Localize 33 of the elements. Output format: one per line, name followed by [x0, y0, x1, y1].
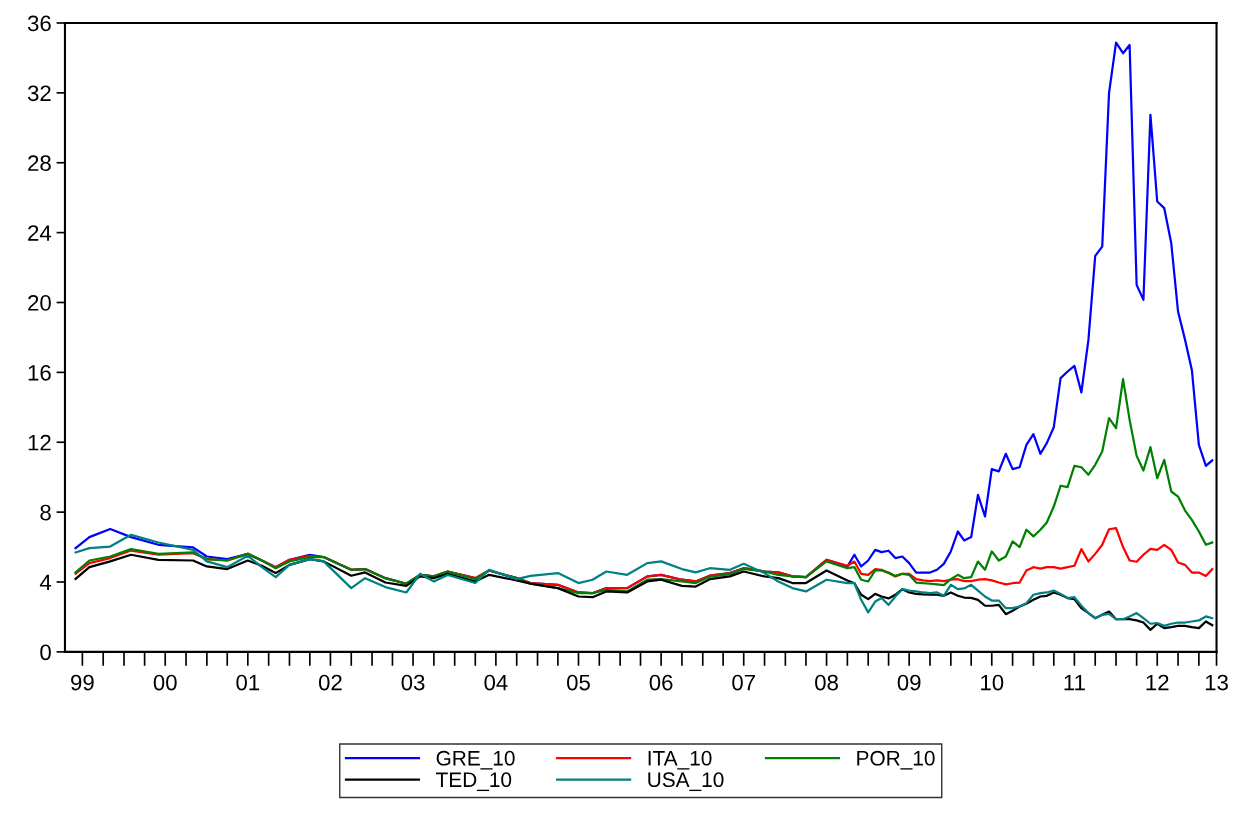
legend-label: USA_10	[648, 772, 724, 792]
y-tick-label: 24	[28, 225, 52, 241]
y-tick-label: 32	[27, 85, 51, 102]
x-tick-label: 08	[815, 674, 838, 691]
y-tick-label: 16	[28, 364, 51, 381]
x-tick-label: 99	[71, 674, 94, 691]
line-series	[74, 553, 1214, 631]
y-tick-label: 12	[28, 434, 51, 451]
legend-label: POR_10	[857, 750, 935, 770]
x-tick-label: 11	[1064, 674, 1085, 691]
x-tick-label: 13	[1205, 674, 1228, 691]
x-tick-label: 00	[153, 674, 177, 691]
y-tick-label: 28	[28, 155, 51, 172]
y-tick-label: 8	[40, 504, 51, 521]
x-tick-label: 09	[897, 674, 921, 691]
x-tick-label: 10	[981, 674, 1004, 691]
x-tick-label: 05	[567, 674, 590, 691]
x-tick-label: 02	[318, 674, 342, 691]
legend-label: TED_10	[436, 772, 512, 792]
y-tick-label: 36	[27, 15, 51, 32]
y-tick-label: 20	[28, 295, 51, 311]
x-tick-label: 12	[1146, 674, 1169, 691]
x-tick-label: 01	[236, 674, 260, 691]
y-tick-label: 4	[39, 574, 52, 591]
x-tick-label: 04	[484, 674, 508, 691]
x-tick-label: 06	[649, 674, 673, 691]
line-series	[74, 533, 1214, 627]
line-series	[74, 378, 1214, 595]
legend-label: ITA_10	[648, 750, 712, 770]
y-tick-label: 0	[40, 644, 51, 661]
x-tick-label: 07	[732, 674, 755, 691]
legend-label: GRE_10	[436, 750, 515, 770]
x-tick-label: 03	[401, 674, 425, 691]
